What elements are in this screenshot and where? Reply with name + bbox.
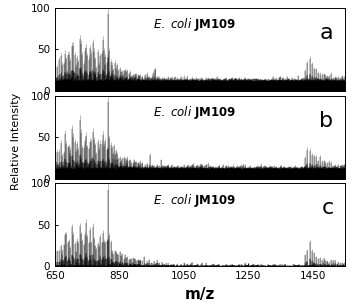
Text: a: a xyxy=(320,22,333,43)
Text: c: c xyxy=(321,198,333,218)
Text: $\it{E.\ coli}$$\bf{\ JM109}$: $\it{E.\ coli}$$\bf{\ JM109}$ xyxy=(153,104,236,121)
Text: $\it{E.\ coli}$$\bf{\ JM109}$: $\it{E.\ coli}$$\bf{\ JM109}$ xyxy=(153,16,236,33)
Text: $\it{E.\ coli}$$\bf{\ JM109}$: $\it{E.\ coli}$$\bf{\ JM109}$ xyxy=(153,192,236,209)
Text: Relative Intensity: Relative Intensity xyxy=(11,93,21,190)
Text: b: b xyxy=(319,111,333,131)
X-axis label: m/z: m/z xyxy=(185,287,215,302)
